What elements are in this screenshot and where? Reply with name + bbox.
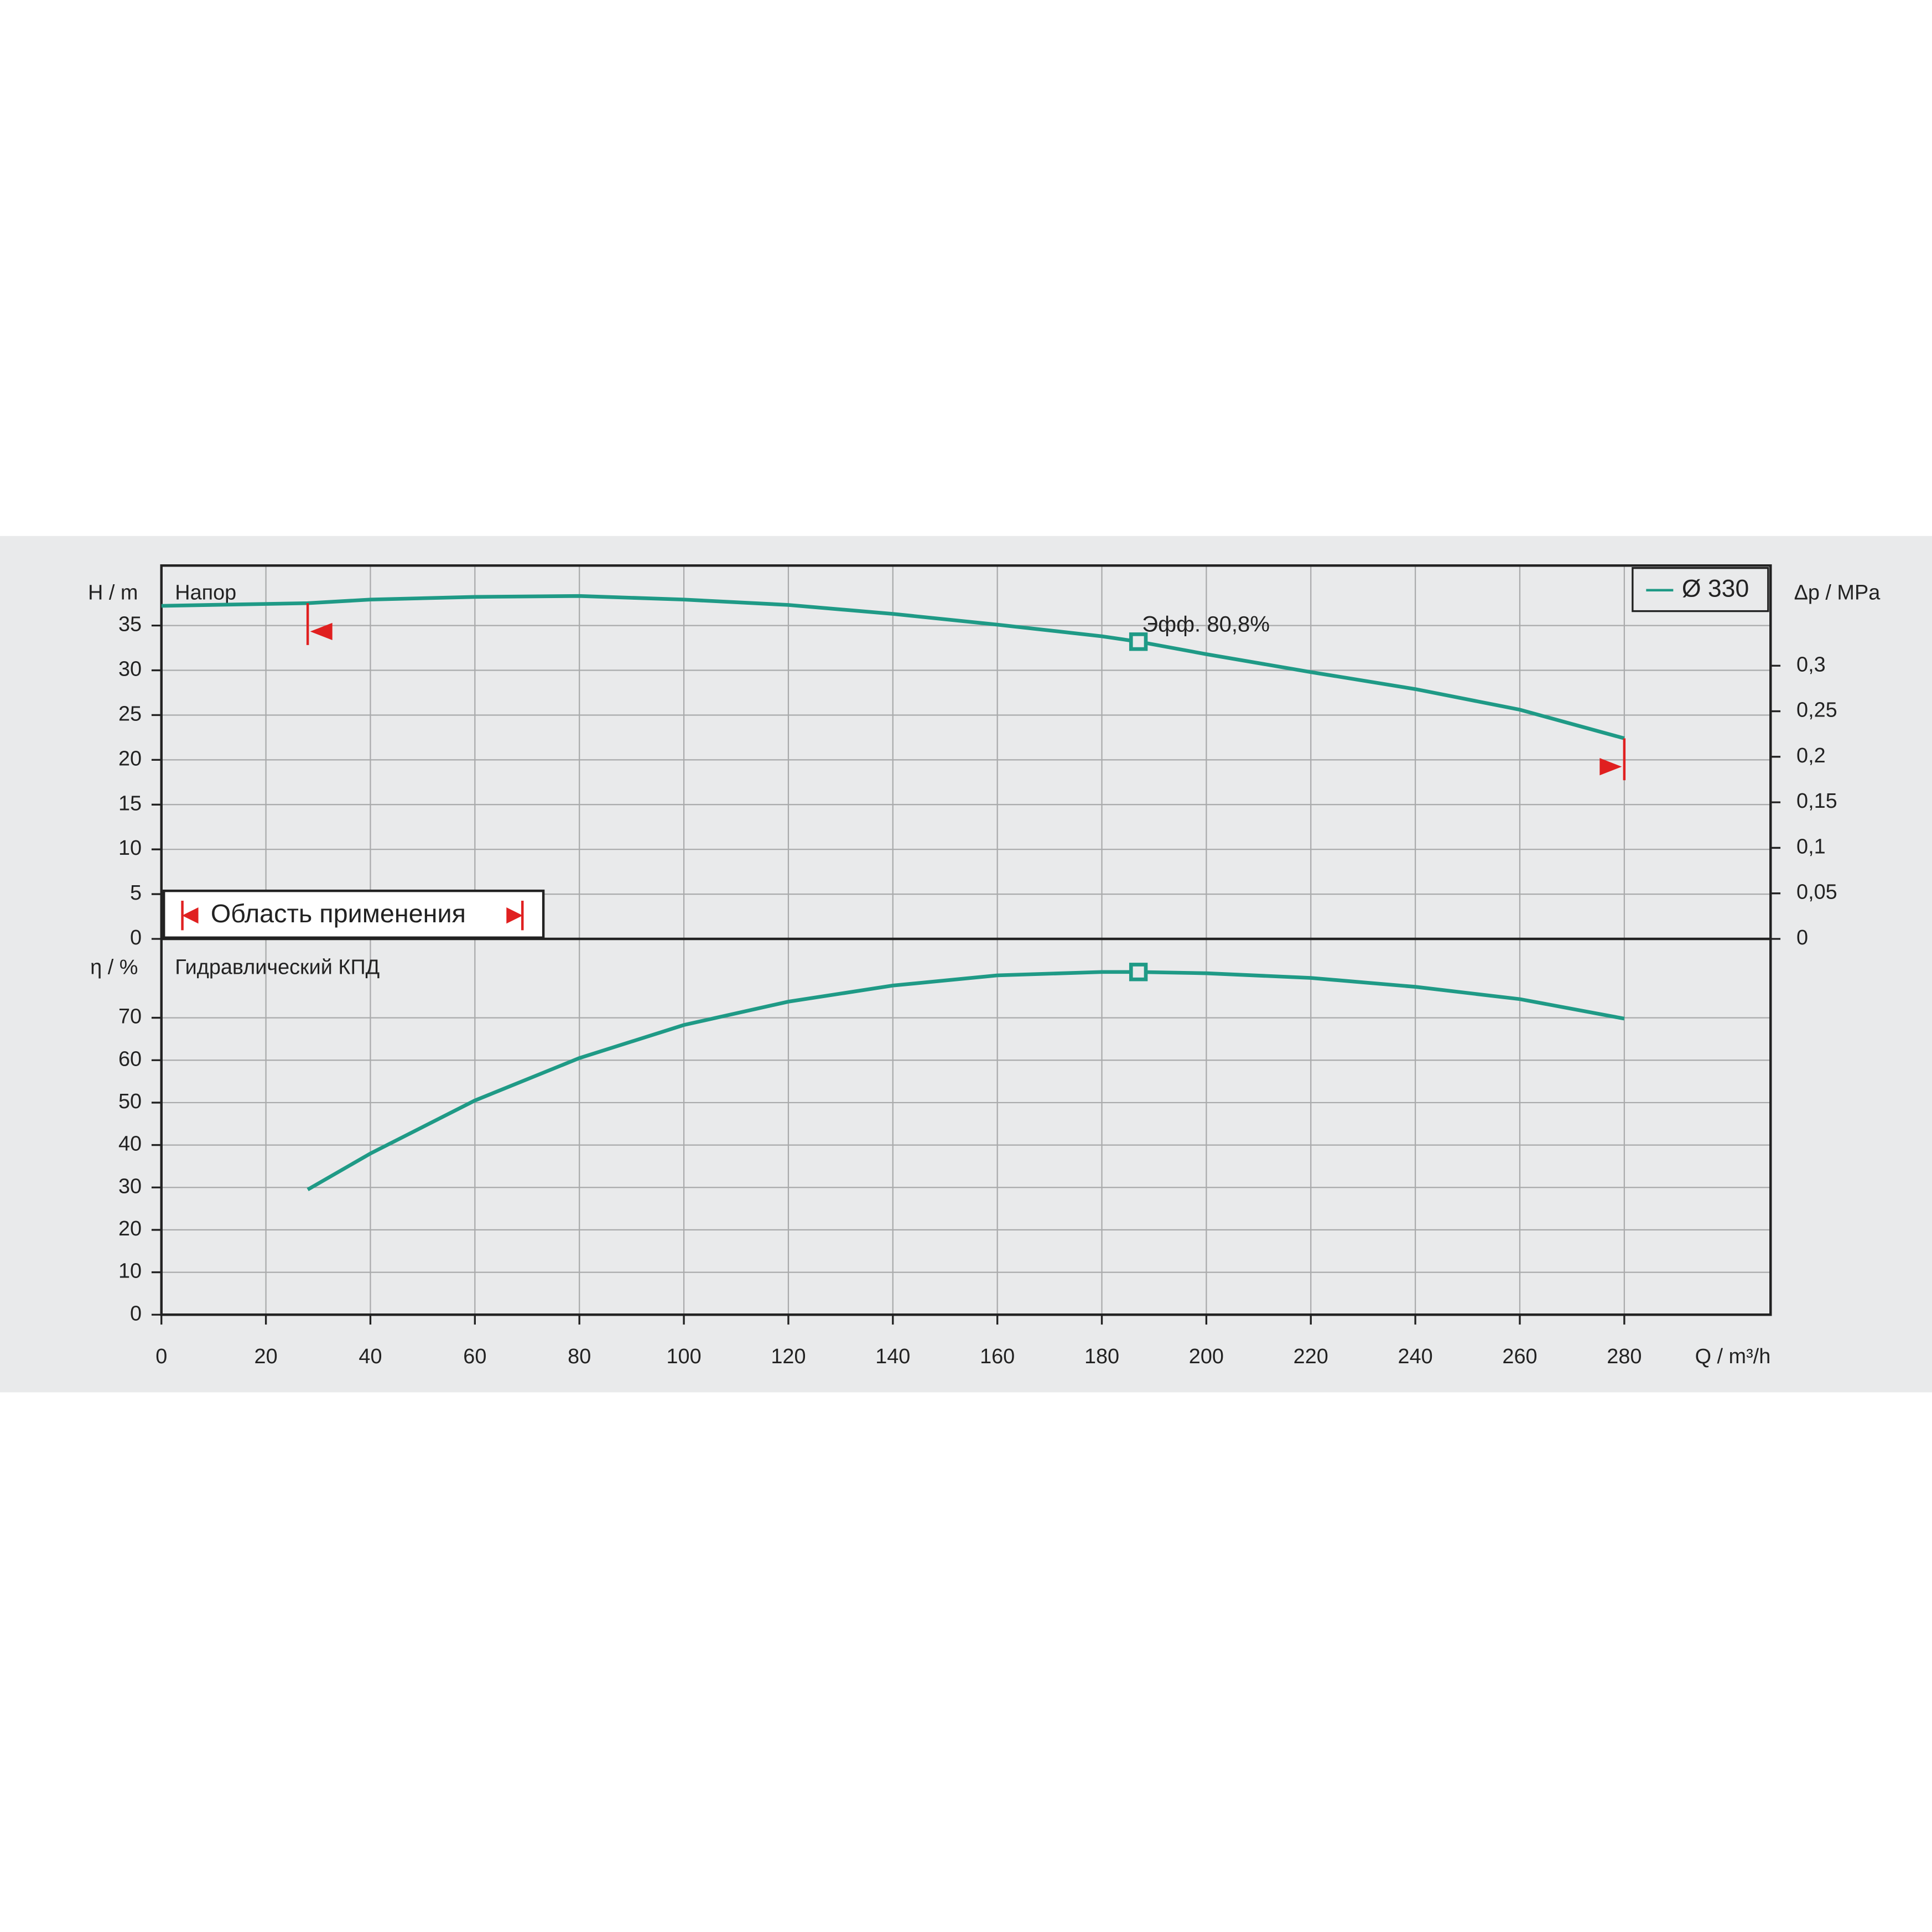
range-legend: Область применения [162, 889, 545, 939]
x-tick-label: 0 [155, 1345, 167, 1368]
y-tick-label: 0 [130, 1302, 142, 1325]
y-tick-label: 50 [118, 1090, 142, 1113]
x-tick-label: 60 [463, 1345, 486, 1368]
range-arrow-head [310, 622, 333, 640]
y-tick-label: 15 [118, 792, 142, 815]
x-tick-label: 80 [568, 1345, 591, 1368]
duty-point [1129, 963, 1148, 981]
y-tick-label: 25 [118, 702, 142, 725]
y2-tick-label: 0,15 [1796, 790, 1837, 813]
x-tick-label: 180 [1084, 1345, 1119, 1368]
legend-text: Ø 330 [1682, 575, 1749, 603]
y-tick-label: 10 [118, 1260, 142, 1283]
duty-point-label: Эфф. 80,8% [1142, 612, 1270, 636]
x-tick-label: 200 [1189, 1345, 1224, 1368]
x-tick-label: 160 [980, 1345, 1015, 1368]
y2-tick-label: 0,25 [1796, 699, 1837, 722]
y-tick-label: 20 [118, 747, 142, 770]
y2-tick-label: 0,1 [1796, 835, 1826, 858]
range-legend-icon [181, 900, 524, 931]
y-tick-label: 35 [118, 613, 142, 636]
x-tick-label: 260 [1502, 1345, 1537, 1368]
y-tick-label: 40 [118, 1133, 142, 1156]
series-line [161, 594, 1625, 740]
duty-point [1129, 632, 1148, 651]
y2-tick-label: 0,3 [1796, 653, 1826, 676]
y-tick-label: 0 [130, 926, 142, 949]
y-tick-label: 30 [118, 1175, 142, 1198]
y2-tick-label: 0,2 [1796, 744, 1826, 767]
y-tick-label: 20 [118, 1217, 142, 1240]
series-line [307, 970, 1625, 1191]
y-tick-label: 10 [118, 837, 142, 860]
x-tick-label: 220 [1294, 1345, 1328, 1368]
y-axis-label: H / m [88, 581, 138, 604]
y2-axis-label: Δp / MPa [1794, 581, 1881, 604]
range-legend-text: Область применения [211, 899, 466, 928]
range-arrow-head [1599, 758, 1622, 776]
y2-tick-label: 0,05 [1796, 881, 1837, 904]
head-title: Напор [175, 581, 236, 604]
x-tick-label: 100 [666, 1345, 701, 1368]
x-tick-label: 20 [255, 1345, 278, 1368]
x-tick-label: 40 [359, 1345, 382, 1368]
y2-tick-label: 0 [1796, 926, 1808, 949]
y-tick-label: 70 [118, 1005, 142, 1029]
x-axis-label: Q / m³/h [1695, 1345, 1771, 1368]
y-tick-label: 30 [118, 658, 142, 681]
x-tick-label: 240 [1398, 1345, 1433, 1368]
y-tick-label: 5 [130, 881, 142, 905]
x-tick-label: 120 [771, 1345, 806, 1368]
legend: Ø 330 [1632, 567, 1769, 612]
efficiency-title: Гидравлический КПД [175, 955, 380, 979]
range-legend-box [162, 889, 545, 939]
x-tick-label: 140 [875, 1345, 910, 1368]
x-tick-label: 280 [1607, 1345, 1642, 1368]
y-tick-label: 60 [118, 1047, 142, 1071]
y-axis-label: η / % [90, 955, 138, 979]
